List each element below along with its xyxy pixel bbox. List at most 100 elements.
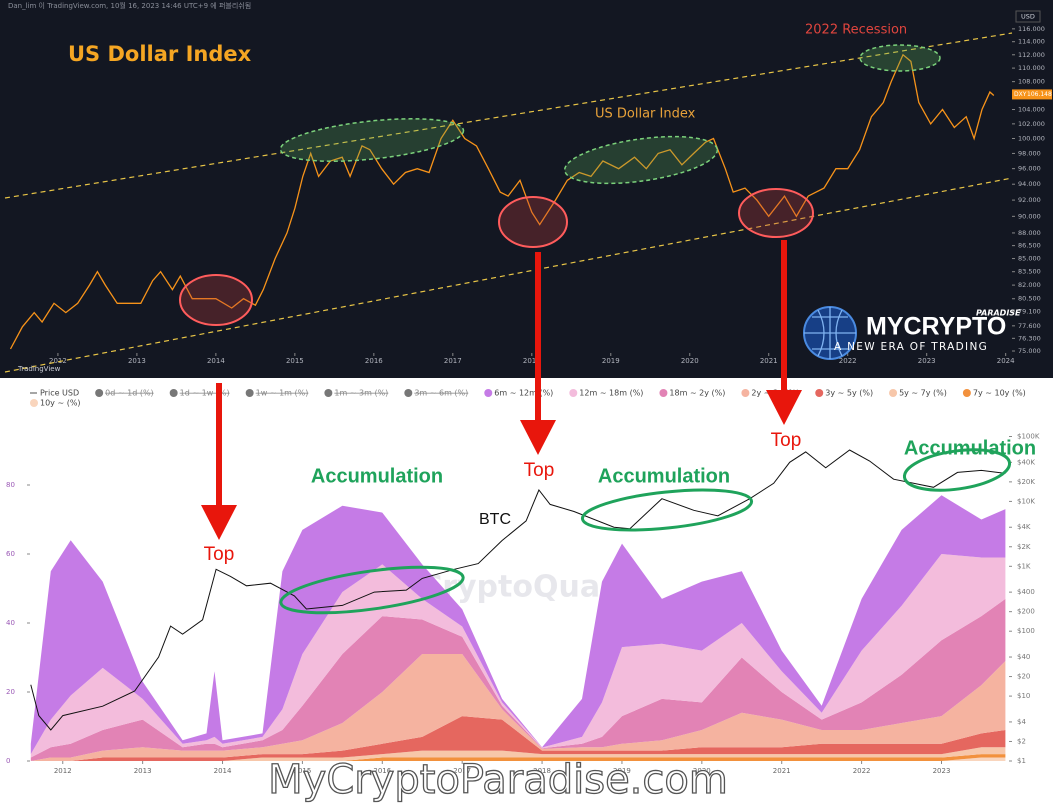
tradingview-brand: TradingView (17, 365, 61, 373)
low-highlight (179, 274, 253, 326)
range-highlight (859, 44, 941, 72)
legend-swatch (30, 399, 38, 407)
dxy-line (9, 53, 995, 350)
channel-line (4, 32, 1013, 199)
accumulation-circle (902, 448, 1012, 492)
arrow-head (201, 505, 237, 540)
legend-swatch (889, 389, 898, 397)
currency-box (1015, 10, 1041, 23)
y2-tick-label: $10K (1017, 497, 1035, 505)
legend-label: 5y ~ 7y (%) (899, 389, 947, 398)
legend-swatch (95, 389, 104, 397)
annotation: 2022 Recession (805, 23, 907, 38)
y2-tick-label: $100K (1017, 433, 1040, 441)
x-tick-label: 2016 (365, 357, 383, 365)
y-tick-label: 114.000 (1018, 38, 1045, 46)
x-tick-label: 2021 (773, 767, 791, 775)
y-tick-label: 102.000 (1018, 120, 1045, 128)
x-tick-label: 2021 (760, 357, 778, 365)
x-tick-label: 2013 (134, 767, 152, 775)
series-label: US Dollar Index (595, 107, 696, 122)
y2-tick-label: $400 (1017, 588, 1035, 596)
hodl-area (30, 716, 1006, 761)
y-tick-label: 90.000 (1018, 212, 1041, 220)
x-tick-label: 2022 (839, 357, 857, 365)
y-tick-label: 94.000 (1018, 180, 1041, 188)
legend-label: 7y ~ 10y (%) (973, 389, 1026, 398)
logo-grid (804, 307, 856, 359)
range-highlight (279, 118, 465, 162)
price-line (30, 449, 1006, 731)
x-tick-label: 2023 (918, 357, 936, 365)
y-tick-label: 76.300 (1018, 334, 1041, 342)
y-tick-label: 60 (6, 550, 15, 558)
y2-tick-label: $2 (1017, 737, 1026, 745)
annotation: BTC (479, 511, 511, 528)
hodl-area (30, 598, 1006, 761)
x-tick-label: 2014 (214, 767, 232, 775)
legend-label: 10y ~ (%) (40, 399, 81, 408)
legend-label: 3m ~ 6m (%) (414, 389, 468, 398)
y-tick-label: 110.000 (1018, 64, 1045, 72)
last-value-name: DXY (1014, 91, 1027, 98)
y-tick-label: 80 (6, 481, 15, 489)
arrows (201, 240, 802, 540)
legend-swatch (245, 389, 254, 397)
low-highlight (498, 196, 568, 248)
logo-tagline: A NEW ERA OF TRADING (834, 341, 988, 353)
y-tick-label: 108.000 (1018, 78, 1045, 86)
y2-tick-label: $10 (1017, 692, 1030, 700)
y-tick-label: 100.000 (1018, 135, 1045, 143)
y-tick-label: 82.000 (1018, 281, 1041, 289)
chart-title: US Dollar Index (68, 42, 252, 66)
y-tick-label: 77.600 (1018, 322, 1041, 330)
y2-tick-label: $200 (1017, 608, 1035, 616)
x-tick-label: 2013 (128, 357, 146, 365)
legend-label: 12m ~ 18m (%) (579, 389, 643, 398)
y2-tick-label: $2K (1017, 543, 1031, 551)
y-tick-label: 83.500 (1018, 268, 1041, 276)
annotation: Top (204, 544, 235, 565)
x-tick-label: 2020 (681, 357, 699, 365)
y-tick-label: 116.000 (1018, 25, 1045, 33)
y-tick-label: 92.000 (1018, 196, 1041, 204)
y2-tick-label: $20K (1017, 478, 1035, 486)
y-tick-label: 79.100 (1018, 308, 1041, 316)
x-tick-label: 2020 (693, 767, 711, 775)
currency-label: USD (1021, 13, 1035, 21)
legend-swatch (169, 389, 178, 397)
legend-label: 0d ~ 1d (%) (105, 389, 154, 398)
x-tick-label: 2015 (293, 767, 311, 775)
legend-label: 6m ~ 12m (%) (494, 389, 553, 398)
y2-tick-label: $4 (1017, 718, 1026, 726)
legend-label: 3y ~ 5y (%) (825, 389, 873, 398)
x-tick-label: 2018 (533, 767, 551, 775)
legend-swatch (741, 389, 750, 397)
last-value: 106.148 (1027, 91, 1052, 98)
x-tick-label: 2022 (853, 767, 871, 775)
source-text: Dan_lim 이 TradingView.com, 10월 16, 2023 … (8, 1, 251, 10)
hodl-area (30, 754, 1006, 761)
hodl-area (30, 495, 1006, 755)
y-tick-label: 98.000 (1018, 149, 1041, 157)
legend-swatch (484, 389, 493, 397)
highlights (179, 44, 941, 326)
y-tick-label: 85.000 (1018, 255, 1041, 263)
y-tick-label: 75.000 (1018, 347, 1041, 355)
legend-swatch (404, 389, 413, 397)
annotation: Accumulation (598, 465, 730, 487)
low-highlight (738, 188, 814, 238)
hodl-plot: 2012 2013 2014 2015 2016 2017 2018 2019 2020 2021… (6, 433, 1040, 775)
y-tick-label: 86.500 (1018, 242, 1041, 250)
x-tick-label: 2017 (444, 357, 462, 365)
annotation: Accumulation (904, 437, 1036, 459)
accumulation-circle (279, 565, 465, 615)
y2-tick-label: $40K (1017, 458, 1035, 466)
y-tick-label: 20 (6, 688, 15, 696)
logo-sub: PARADISE (976, 309, 1021, 318)
logo: MYCRYPTO PARADISE A NEW ERA OF TRADING (803, 306, 1021, 360)
y-tick-label: 0 (6, 757, 10, 765)
logo-text: MYCRYPTO (866, 313, 1006, 341)
x-tick-label: 2019 (602, 357, 620, 365)
